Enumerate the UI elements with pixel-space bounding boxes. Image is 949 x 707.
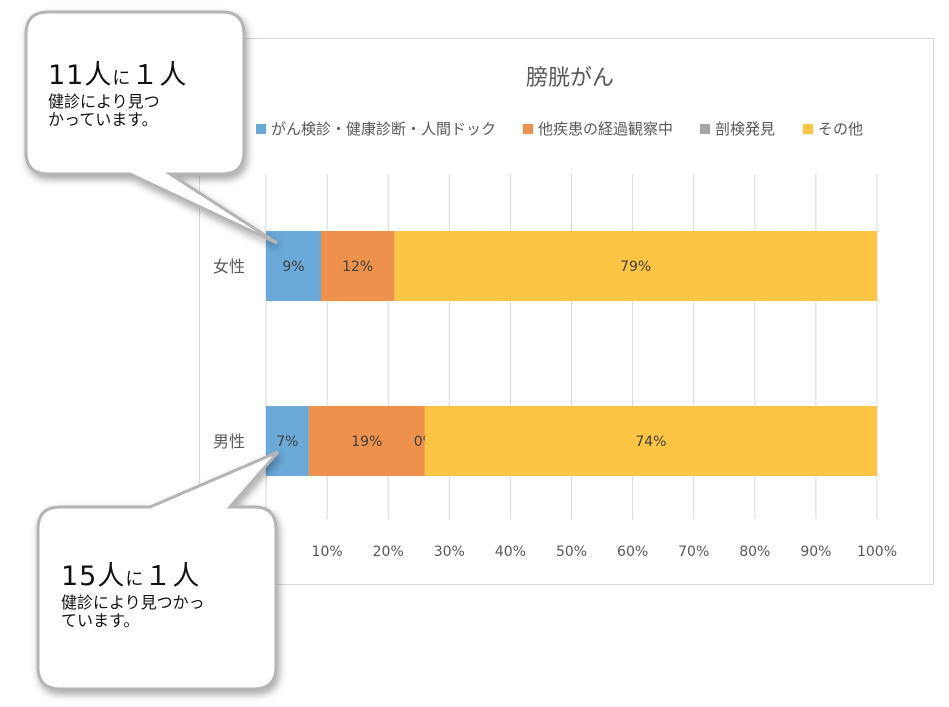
callout-bottom-headline: 15人に１人 [61, 561, 205, 592]
callout-bottom-body: 健診により見つかっ ています。 [61, 593, 205, 631]
x-tick-label: 70% [678, 544, 709, 560]
callout-bottom-one-person: １人 [144, 561, 201, 592]
callout-top-headline: 11人に１人 [48, 60, 187, 91]
data-label: 7% [276, 434, 298, 450]
chart-frame: 膀胱がんがん検診・健康診断・人間ドック 他疾患の経過観察中 剖検発見 その他 10% 20… [199, 38, 934, 585]
x-tick-label: 20% [373, 544, 404, 560]
bar-segment [424, 406, 877, 476]
callout-bottom-particle: に [125, 569, 145, 590]
legend-label-2: 剖検発見 [715, 120, 775, 138]
x-tick-label: 40% [495, 544, 526, 560]
category-label: 女性 [213, 257, 245, 276]
callout-bottom-body-line-1: 健診により見つかっ [61, 593, 205, 613]
callout-top-body: 健診により見つ かっています。 [48, 92, 187, 130]
x-tick-label: 60% [617, 544, 648, 560]
callout-top-body-line-1: 健診により見つ [48, 92, 160, 112]
x-tick-label: 100% [857, 544, 897, 560]
data-label: 74% [635, 434, 666, 450]
callout-top-text: 11人に１人 健診により見つ かっています。 [48, 60, 187, 130]
legend-label-0: がん検診・健康診断・人間ドック [271, 120, 496, 138]
x-tick-label: 30% [434, 544, 465, 560]
data-label: 19% [351, 434, 382, 450]
legend-swatch-2 [700, 124, 710, 134]
callout-top-count: 11人 [48, 60, 113, 91]
legend-label-3: その他 [818, 120, 863, 138]
data-label: 9% [282, 259, 304, 275]
legend-swatch-1 [523, 124, 533, 134]
callout-top-one-person: １人 [131, 60, 188, 91]
x-tick-label: 50% [556, 544, 587, 560]
legend-swatch-0 [256, 124, 266, 134]
callout-top-body-line-2: かっています。 [48, 110, 158, 130]
legend-swatch-3 [803, 124, 813, 134]
bar-segment [394, 231, 877, 301]
callout-bottom-count: 15人 [61, 561, 126, 592]
x-tick-label: 10% [312, 544, 343, 560]
x-tick-label: 80% [739, 544, 770, 560]
callout-bottom-text: 15人に１人 健診により見つかっ ています。 [61, 561, 205, 631]
legend-label-1: 他疾患の経過観察中 [538, 120, 673, 138]
chart-title: 膀胱がん [526, 66, 614, 91]
data-label: 79% [620, 259, 651, 275]
bar-segment [320, 231, 395, 301]
callout-bottom-body-line-2: ています。 [61, 611, 140, 631]
bar-segment [308, 406, 425, 476]
x-tick-label: 90% [800, 544, 831, 560]
callout-top-particle: に [112, 68, 132, 89]
data-label: 12% [342, 259, 373, 275]
category-label: 男性 [213, 432, 245, 451]
